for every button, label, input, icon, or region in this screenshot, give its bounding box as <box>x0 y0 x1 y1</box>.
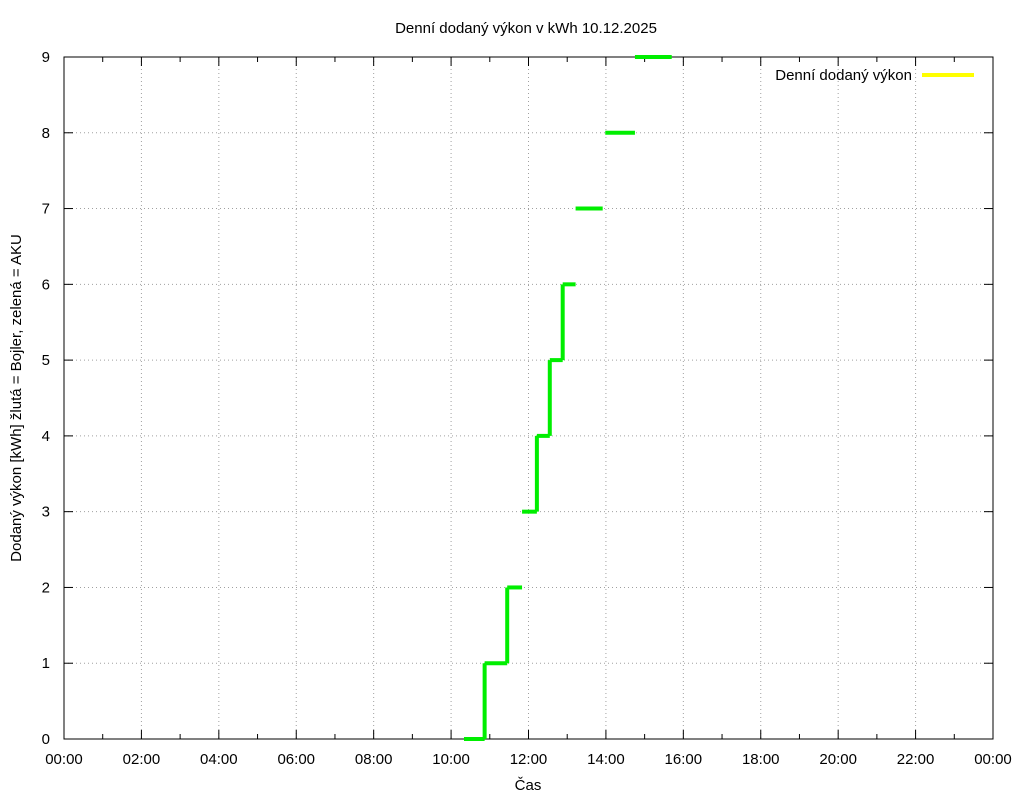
x-tick-label: 22:00 <box>897 751 935 768</box>
y-tick-label: 5 <box>42 352 50 369</box>
y-tick-label: 3 <box>42 504 50 521</box>
y-axis-label: Dodaný výkon [kWh] žlutá = Bojler, zelen… <box>8 234 25 562</box>
axis-ticks <box>63 56 994 740</box>
x-tick-label: 00:00 <box>974 751 1012 768</box>
y-tick-label: 7 <box>42 201 50 218</box>
x-tick-label: 16:00 <box>665 751 703 768</box>
legend-label: Denní dodaný výkon <box>775 67 912 84</box>
x-tick-label: 10:00 <box>432 751 470 768</box>
y-tick-label: 2 <box>42 579 50 596</box>
grid-lines <box>64 57 993 739</box>
chart-title: Denní dodaný výkon v kWh 10.12.2025 <box>395 20 657 37</box>
legend: Denní dodaný výkon <box>775 67 974 84</box>
y-tick-label: 8 <box>42 125 50 142</box>
y-tick-labels: 0 1 2 3 4 5 6 7 8 9 <box>42 49 50 748</box>
y-tick-label: 6 <box>42 276 50 293</box>
x-tick-label: 02:00 <box>123 751 161 768</box>
x-tick-label: 14:00 <box>587 751 625 768</box>
x-tick-label: 12:00 <box>510 751 548 768</box>
x-tick-label: 04:00 <box>200 751 238 768</box>
x-tick-label: 00:00 <box>45 751 83 768</box>
y-tick-label: 0 <box>42 731 50 748</box>
y-tick-label: 9 <box>42 49 50 66</box>
x-axis-label: Čas <box>515 777 542 794</box>
y-tick-label: 4 <box>42 428 50 445</box>
series-aku <box>463 55 672 741</box>
x-tick-label: 18:00 <box>742 751 780 768</box>
x-tick-label: 08:00 <box>355 751 393 768</box>
x-tick-labels: 00:00 02:00 04:00 06:00 08:00 10:00 12:00 14:00… <box>45 751 1012 768</box>
x-tick-label: 20:00 <box>819 751 857 768</box>
y-tick-label: 1 <box>42 655 50 672</box>
x-tick-label: 06:00 <box>277 751 315 768</box>
